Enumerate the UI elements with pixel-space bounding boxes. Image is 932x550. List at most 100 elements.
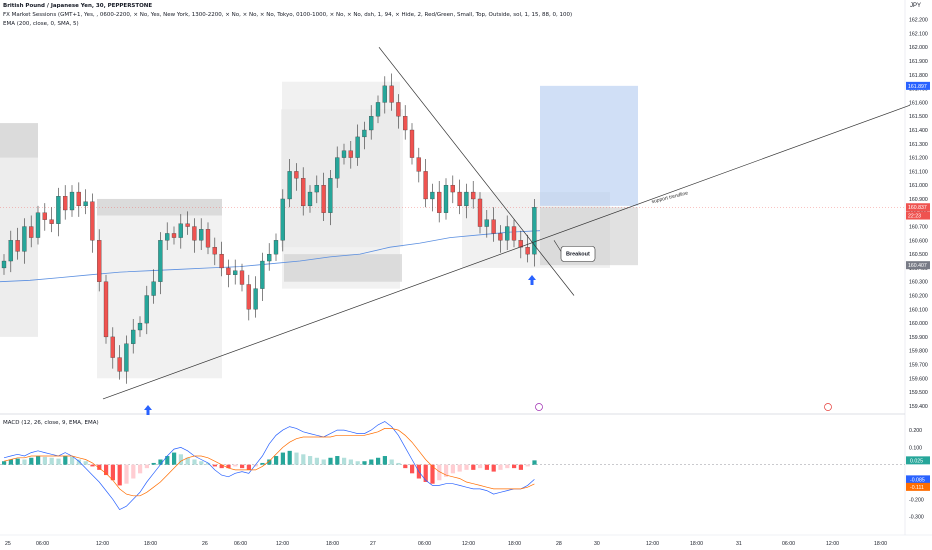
macd-histogram-bar[interactable] (518, 464, 523, 470)
candle[interactable] (260, 252, 265, 302)
candle[interactable] (443, 178, 449, 220)
candle[interactable] (110, 327, 115, 369)
macd-histogram-bar[interactable] (376, 457, 381, 465)
candle[interactable] (1, 254, 7, 275)
macd-histogram-bar[interactable] (42, 456, 47, 465)
candle[interactable] (246, 274, 251, 321)
macd-histogram-bar[interactable] (464, 464, 469, 470)
breakout-callout-box[interactable] (560, 246, 596, 262)
macd-histogram-bar[interactable] (294, 452, 299, 465)
macd-histogram-bar[interactable] (532, 460, 537, 465)
candle[interactable] (355, 124, 360, 166)
macd-histogram-bar[interactable] (29, 457, 34, 465)
macd-histogram-bar[interactable] (192, 459, 197, 465)
candle[interactable] (90, 193, 95, 253)
macd-histogram-bar[interactable] (110, 464, 115, 481)
candle[interactable] (29, 215, 34, 248)
macd-histogram-bar[interactable] (444, 464, 449, 477)
macd-histogram-bar[interactable] (355, 461, 360, 465)
macd-histogram-bar[interactable] (185, 457, 190, 465)
candle[interactable] (267, 243, 272, 271)
macd-histogram-bar[interactable] (151, 462, 156, 465)
candle[interactable] (144, 285, 149, 335)
candle[interactable] (212, 237, 217, 266)
candle[interactable] (348, 141, 353, 169)
candle[interactable] (171, 226, 177, 245)
candle[interactable] (430, 183, 435, 212)
candle[interactable] (83, 189, 88, 215)
macd-histogram-bar[interactable] (484, 464, 489, 470)
macd-histogram-bar[interactable] (63, 456, 68, 465)
macd-line[interactable] (3, 421, 535, 511)
candle[interactable] (450, 175, 455, 204)
candle[interactable] (464, 183, 469, 219)
candle[interactable] (22, 218, 27, 264)
macd-histogram-bar[interactable] (430, 464, 435, 484)
macd-histogram-bar[interactable] (512, 464, 517, 469)
candle[interactable] (253, 276, 258, 318)
macd-histogram-bar[interactable] (287, 450, 292, 465)
macd-histogram-bar[interactable] (124, 464, 129, 484)
macd-histogram-bar[interactable] (280, 452, 285, 465)
candle[interactable] (35, 205, 41, 245)
macd-histogram-bar[interactable] (117, 464, 122, 486)
macd-histogram-bar[interactable] (212, 464, 217, 467)
candle[interactable] (158, 232, 163, 295)
macd-histogram-bar[interactable] (199, 461, 204, 465)
macd-histogram-bar[interactable] (76, 459, 81, 465)
candle[interactable] (185, 211, 190, 235)
candle[interactable] (532, 198, 537, 267)
macd-histogram-bar[interactable] (178, 454, 183, 465)
macd-histogram-bar[interactable] (498, 464, 503, 470)
candle[interactable] (280, 189, 285, 252)
candle[interactable] (199, 218, 204, 250)
candle[interactable] (375, 95, 381, 124)
candle[interactable] (423, 158, 428, 208)
candle[interactable] (239, 263, 245, 292)
macd-histogram-bar[interactable] (423, 464, 428, 482)
candle[interactable] (498, 225, 503, 253)
macd-histogram-bar[interactable] (314, 457, 319, 465)
candle[interactable] (294, 163, 299, 191)
candle[interactable] (165, 222, 170, 250)
macd-histogram-bar[interactable] (335, 456, 340, 465)
macd-histogram-bar[interactable] (301, 454, 306, 465)
macd-histogram-bar[interactable] (158, 459, 163, 465)
macd-histogram-bar[interactable] (104, 464, 109, 476)
macd-histogram-bar[interactable] (403, 464, 408, 469)
candle[interactable] (287, 158, 292, 208)
macd-histogram-bar[interactable] (362, 461, 367, 465)
macd-histogram-bar[interactable] (410, 464, 415, 474)
macd-histogram-bar[interactable] (246, 464, 251, 470)
candle[interactable] (69, 185, 75, 217)
candle[interactable] (137, 316, 143, 337)
macd-histogram-bar[interactable] (172, 452, 177, 465)
macd-histogram-bar[interactable] (233, 464, 238, 467)
candle[interactable] (15, 227, 20, 260)
macd-histogram-bar[interactable] (219, 464, 224, 469)
macd-histogram-bar[interactable] (274, 456, 279, 465)
candle[interactable] (341, 143, 347, 165)
candle[interactable] (403, 105, 408, 140)
candle[interactable] (314, 175, 319, 204)
candle[interactable] (382, 76, 387, 114)
candle[interactable] (307, 185, 313, 213)
candle[interactable] (273, 233, 279, 262)
candle[interactable] (151, 269, 156, 304)
ema-indicator-legend[interactable]: EMA (200, close, 0, SMA, 5) (3, 21, 79, 27)
candle[interactable] (491, 207, 496, 242)
macd-histogram-bar[interactable] (389, 459, 394, 465)
macd-histogram-bar[interactable] (471, 464, 476, 470)
candle[interactable] (396, 94, 401, 129)
macd-histogram-bar[interactable] (253, 464, 258, 467)
macd-histogram-bar[interactable] (491, 464, 496, 472)
macd-histogram-bar[interactable] (144, 464, 149, 469)
macd-histogram-bar[interactable] (2, 461, 7, 465)
candle[interactable] (525, 234, 530, 263)
candle[interactable] (409, 123, 415, 165)
macd-histogram-bar[interactable] (226, 464, 231, 469)
event-marker-icon[interactable] (824, 403, 832, 411)
macd-histogram-bar[interactable] (260, 462, 265, 465)
candle[interactable] (389, 73, 394, 111)
